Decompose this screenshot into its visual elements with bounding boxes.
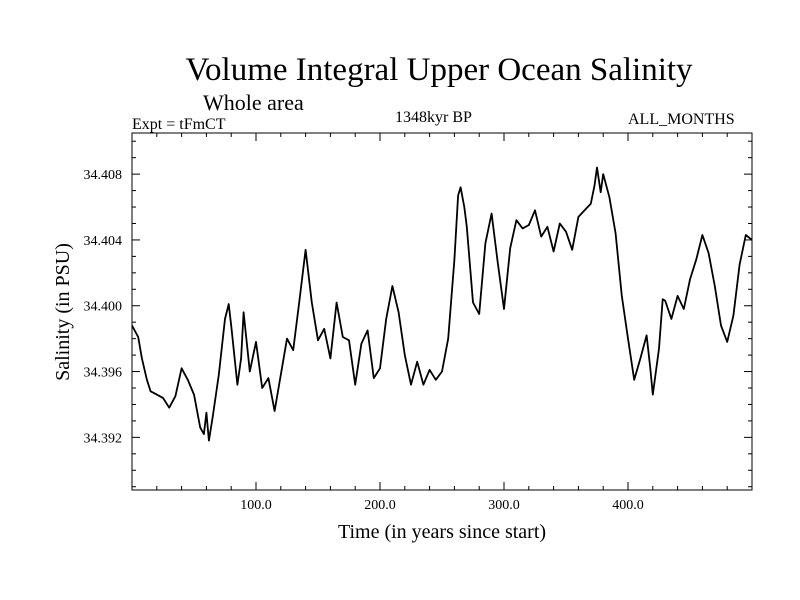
y-tick-label: 34.404 <box>84 234 123 249</box>
chart-title: Volume Integral Upper Ocean Salinity <box>185 52 693 88</box>
y-tick-label: 34.400 <box>84 300 123 315</box>
y-tick-label: 34.392 <box>84 431 123 446</box>
x-tick-label: 300.0 <box>488 498 520 513</box>
period-label: 1348kyr BP <box>395 109 472 126</box>
x-axis-label: Time (in years since start) <box>337 521 547 543</box>
x-tick-label: 200.0 <box>364 498 396 513</box>
months-label: ALL_MONTHS <box>628 111 735 128</box>
y-tick-label: 34.408 <box>84 168 123 183</box>
plot-frame <box>131 132 753 491</box>
y-tick-label: 34.396 <box>84 366 123 381</box>
series-line-salinity <box>131 166 753 442</box>
x-tick-label: 400.0 <box>612 498 644 513</box>
experiment-label: Expt = tFmCT <box>132 116 226 133</box>
x-tick-label: 100.0 <box>240 498 272 513</box>
chart-subtitle: Whole area <box>203 90 304 115</box>
